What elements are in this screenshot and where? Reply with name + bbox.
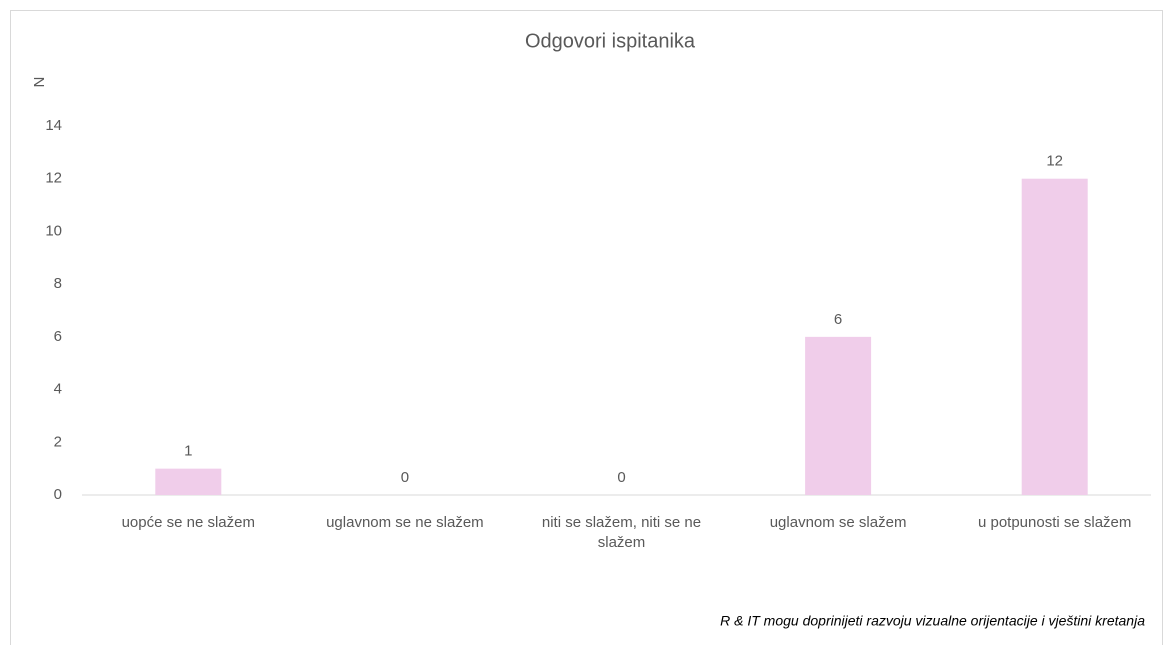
bar <box>1021 178 1088 495</box>
y-tick-label: 10 <box>45 222 62 239</box>
y-tick-label: 2 <box>54 433 62 450</box>
bar <box>805 336 872 495</box>
y-axis-label: N <box>30 77 47 88</box>
y-tick-label: 8 <box>54 275 62 292</box>
chart-title: Odgovori ispitanika <box>525 30 696 52</box>
chart-frame <box>10 10 1163 645</box>
y-tick-label: 12 <box>45 170 62 187</box>
data-label: 12 <box>1046 153 1063 170</box>
data-label: 1 <box>184 443 192 460</box>
x-tick-label: uglavnom se ne slažem <box>326 514 484 531</box>
data-label: 0 <box>617 469 625 486</box>
data-label: 6 <box>834 311 842 328</box>
x-tick-label: uopće se ne slažem <box>121 514 255 531</box>
x-tick-label: u potpunosti se slažem <box>977 514 1132 531</box>
y-tick-label: 0 <box>54 486 62 503</box>
x-tick-label: niti se slažem, niti se ne slažem <box>541 514 702 551</box>
data-label: 0 <box>401 469 409 486</box>
y-tick-label: 6 <box>54 328 62 345</box>
x-tick-label: uglavnom se slažem <box>769 514 907 531</box>
y-tick-label: 4 <box>54 381 62 398</box>
bar <box>155 468 222 495</box>
y-tick-label: 14 <box>45 117 62 134</box>
x-axis-label: R & IT mogu doprinijeti razvoju vizualne… <box>720 613 1145 629</box>
